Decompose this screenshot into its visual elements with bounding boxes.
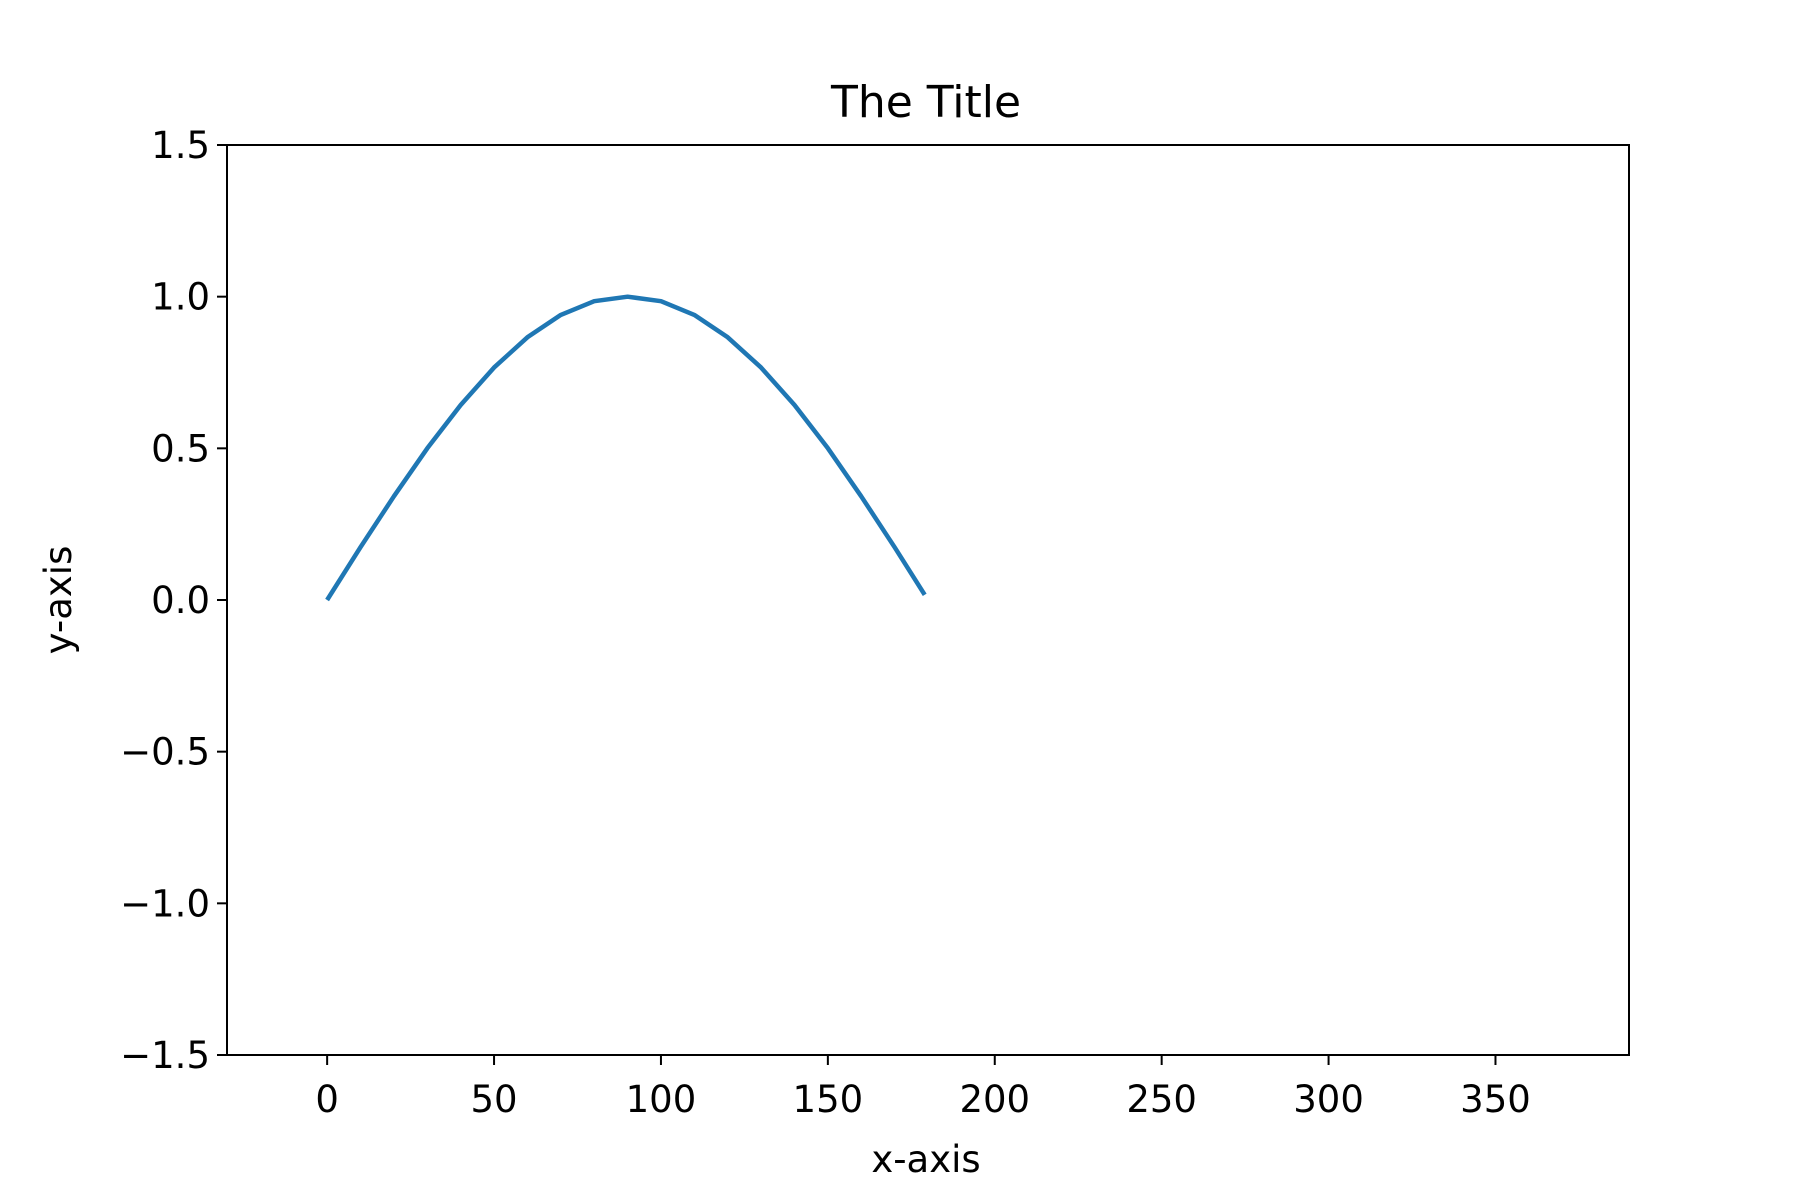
y-axis-ticks: 1.5 1.0 0.5 0.0 −0.5 −1.0 −1.5 <box>120 124 227 1077</box>
y-tick-label: −0.5 <box>120 731 210 774</box>
y-tick-label: 0.0 <box>151 579 210 622</box>
y-tick-label: 1.5 <box>151 124 210 167</box>
x-tick-label: 350 <box>1460 1078 1531 1121</box>
series-layer <box>325 294 927 602</box>
x-tick-label: 250 <box>1126 1078 1197 1121</box>
y-axis-label: y-axis <box>37 546 80 655</box>
y-tick-label: 0.5 <box>151 427 210 470</box>
series-line <box>325 294 927 602</box>
plot-area-frame <box>226 144 1630 1056</box>
x-tick-label: 100 <box>626 1078 697 1121</box>
x-axis-label: x-axis <box>871 1138 980 1181</box>
x-axis-ticks: 0 50 100 150 200 250 300 350 <box>315 1055 1531 1121</box>
x-tick-label: 200 <box>959 1078 1030 1121</box>
x-tick-label: 150 <box>793 1078 864 1121</box>
x-tick-label: 0 <box>315 1078 339 1121</box>
chart-title: The Title <box>830 77 1021 128</box>
x-tick-label: 50 <box>471 1078 518 1121</box>
y-tick-label: 1.0 <box>151 276 210 319</box>
y-tick-label: −1.5 <box>120 1034 210 1077</box>
x-tick-label: 300 <box>1293 1078 1364 1121</box>
y-tick-label: −1.0 <box>120 882 210 925</box>
